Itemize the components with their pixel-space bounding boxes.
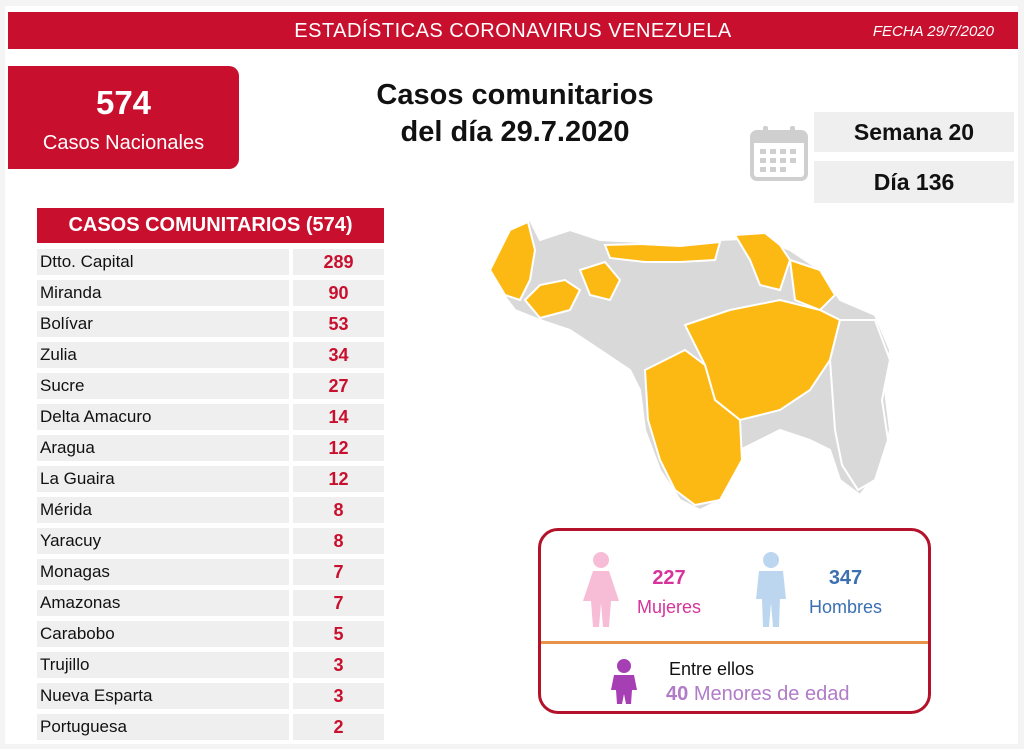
heading-line2: del día 29.7.2020 bbox=[400, 116, 630, 148]
state-cases: 7 bbox=[293, 590, 384, 616]
divider bbox=[541, 641, 928, 644]
national-cases-label: Casos Nacionales bbox=[42, 132, 205, 154]
state-cases: 2 bbox=[293, 714, 384, 740]
state-cases: 27 bbox=[293, 373, 384, 399]
table-row: Sucre 27 bbox=[37, 371, 384, 402]
table-row: Amazonas 7 bbox=[37, 588, 384, 619]
state-name: Sucre bbox=[37, 373, 289, 399]
state-cases: 7 bbox=[293, 559, 384, 585]
woman-icon bbox=[583, 552, 619, 627]
minors-label: Menores de edad bbox=[693, 683, 850, 705]
state-cases: 12 bbox=[293, 435, 384, 461]
table-row: La Guaira 12 bbox=[37, 464, 384, 495]
header-date: FECHA 29/7/2020 bbox=[872, 23, 994, 40]
women-count: 227 bbox=[652, 567, 686, 589]
state-name: Bolívar bbox=[37, 311, 289, 337]
gender-breakdown-box: 227 Mujeres 347 Hombres Entre ellos 40 M… bbox=[538, 528, 931, 714]
header-bar: ESTADÍSTICAS CORONAVIRUS VENEZUELA FECHA… bbox=[8, 12, 1018, 49]
state-name: Yaracuy bbox=[37, 528, 289, 554]
table-title: CASOS COMUNITARIOS (574) bbox=[37, 208, 384, 243]
national-cases-card: 574 Casos Nacionales bbox=[8, 66, 239, 169]
state-name: Mérida bbox=[37, 497, 289, 523]
state-name: Portuguesa bbox=[37, 714, 289, 740]
men-label: Hombres bbox=[808, 597, 883, 617]
table-row: Zulia 34 bbox=[37, 340, 384, 371]
state-name: Trujillo bbox=[37, 652, 289, 678]
women-label: Mujeres bbox=[636, 597, 702, 617]
child-icon bbox=[611, 659, 637, 704]
state-cases: 34 bbox=[293, 342, 384, 368]
table-row: Aragua 12 bbox=[37, 433, 384, 464]
table-row: Portuguesa 2 bbox=[37, 712, 384, 743]
venezuela-map bbox=[488, 218, 892, 512]
state-cases: 289 bbox=[293, 249, 384, 275]
minors-count: 40 bbox=[666, 683, 689, 705]
day-label: Día 136 bbox=[814, 161, 1014, 203]
table-row: Mérida 8 bbox=[37, 495, 384, 526]
cases-table: Dtto. Capital 289 Miranda 90 Bolívar 53 Zulia 3… bbox=[37, 247, 384, 743]
man-icon bbox=[756, 552, 786, 627]
header-title: ESTADÍSTICAS CORONAVIRUS VENEZUELA bbox=[294, 20, 732, 42]
table-row: Nueva Esparta 3 bbox=[37, 681, 384, 712]
state-cases: 53 bbox=[293, 311, 384, 337]
men-count: 347 bbox=[828, 567, 863, 589]
table-row: Monagas 7 bbox=[37, 557, 384, 588]
state-cases: 3 bbox=[293, 683, 384, 709]
state-name: Dtto. Capital bbox=[37, 249, 289, 275]
state-cases: 3 bbox=[293, 652, 384, 678]
state-cases: 8 bbox=[293, 528, 384, 554]
calendar-icon bbox=[750, 126, 808, 181]
table-row: Bolívar 53 bbox=[37, 309, 384, 340]
page-heading: Casos comunitarios del día 29.7.2020 bbox=[330, 77, 700, 151]
state-cases: 5 bbox=[293, 621, 384, 647]
table-row: Carabobo 5 bbox=[37, 619, 384, 650]
state-name: La Guaira bbox=[37, 466, 289, 492]
table-row: Miranda 90 bbox=[37, 278, 384, 309]
among-them-label: Entre ellos bbox=[669, 659, 755, 679]
table-row: Dtto. Capital 289 bbox=[37, 247, 384, 278]
state-name: Monagas bbox=[37, 559, 289, 585]
state-name: Amazonas bbox=[37, 590, 289, 616]
heading-line1: Casos comunitarios bbox=[376, 79, 654, 111]
minors-text: 40 Menores de edad bbox=[666, 683, 849, 706]
national-cases-count: 574 bbox=[95, 84, 152, 121]
state-name: Aragua bbox=[37, 435, 289, 461]
table-row: Delta Amacuro 14 bbox=[37, 402, 384, 433]
state-cases: 14 bbox=[293, 404, 384, 430]
state-name: Zulia bbox=[37, 342, 289, 368]
state-name: Delta Amacuro bbox=[37, 404, 289, 430]
table-row: Trujillo 3 bbox=[37, 650, 384, 681]
state-name: Miranda bbox=[37, 280, 289, 306]
state-name: Nueva Esparta bbox=[37, 683, 289, 709]
state-cases: 12 bbox=[293, 466, 384, 492]
table-row: Yaracuy 8 bbox=[37, 526, 384, 557]
state-name: Carabobo bbox=[37, 621, 289, 647]
week-label: Semana 20 bbox=[814, 112, 1014, 152]
state-cases: 8 bbox=[293, 497, 384, 523]
state-cases: 90 bbox=[293, 280, 384, 306]
